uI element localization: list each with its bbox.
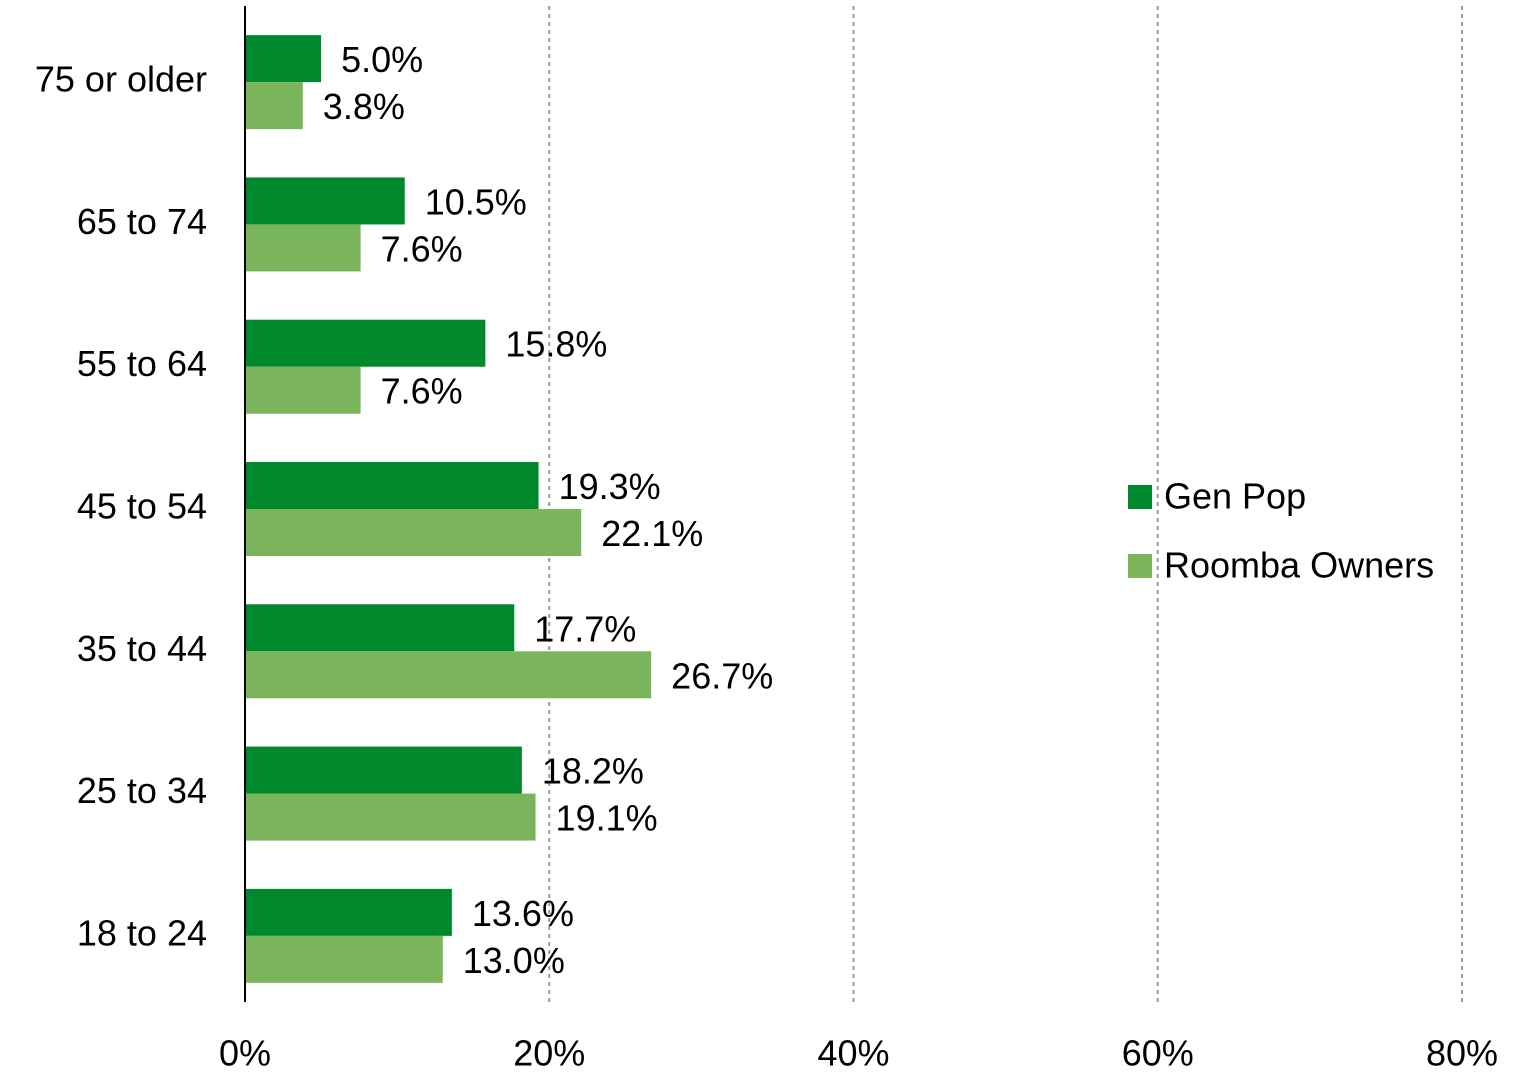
value-label: 17.7% [534,608,636,649]
x-tick-label: 0% [219,1033,271,1074]
bar [245,462,539,509]
value-label: 3.8% [323,86,405,127]
bar [245,224,361,272]
y-tick-label: 55 to 64 [77,343,207,384]
x-tick-label: 40% [817,1033,889,1074]
y-tick-label: 25 to 34 [77,770,207,811]
value-label: 13.6% [472,893,574,934]
bar [245,319,486,367]
y-tick-label: 18 to 24 [77,912,207,953]
value-label: 5.0% [341,39,423,80]
value-label: 22.1% [601,513,703,554]
legend-swatch [1128,554,1152,578]
bar [245,366,361,414]
bar [245,651,652,699]
value-label: 19.1% [556,798,658,839]
value-label: 10.5% [425,181,527,222]
bar [245,35,322,83]
x-tick-label: 80% [1426,1033,1498,1074]
x-tick-label: 60% [1122,1033,1194,1074]
value-label: 15.8% [505,324,607,365]
value-label: 13.0% [463,940,565,981]
y-tick-label: 35 to 44 [77,628,207,669]
value-label: 7.6% [381,371,463,412]
bar [245,604,515,652]
y-tick-label: 65 to 74 [77,201,207,242]
legend-label: Gen Pop [1164,476,1306,517]
bar [245,509,582,556]
bar [245,82,303,130]
value-label: 18.2% [542,751,644,792]
bar [245,177,405,225]
value-label: 19.3% [559,466,661,507]
bar [245,935,443,983]
y-tick-label: 45 to 54 [77,486,207,527]
x-tick-label: 20% [513,1033,585,1074]
legend-label: Roomba Owners [1164,545,1434,586]
value-label: 7.6% [381,228,463,269]
bar [245,888,452,936]
bar [245,793,536,841]
bar [245,746,522,794]
value-label: 26.7% [671,655,773,696]
legend-swatch [1128,485,1152,509]
y-tick-label: 75 or older [35,59,207,100]
